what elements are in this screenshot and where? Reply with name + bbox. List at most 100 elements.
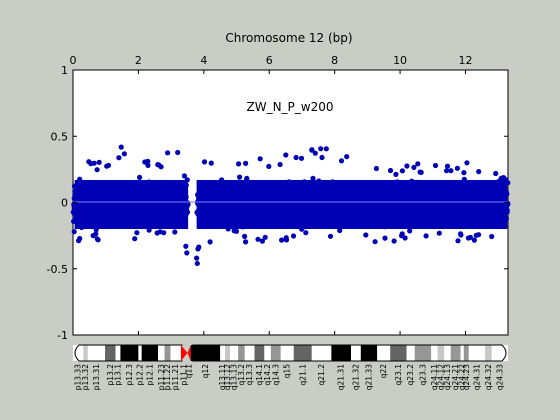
data-point xyxy=(266,163,272,169)
ideogram-band-p12.1 xyxy=(141,345,159,361)
data-point xyxy=(105,162,112,168)
data-point xyxy=(290,233,297,239)
data-point xyxy=(118,144,124,150)
data-point xyxy=(415,161,421,167)
ideogram-q-arm-outline xyxy=(192,344,507,362)
data-point xyxy=(363,232,369,238)
data-point xyxy=(181,173,187,179)
band-label: p11.21 xyxy=(171,364,180,390)
data-point xyxy=(432,162,439,169)
data-point xyxy=(255,236,261,242)
data-point xyxy=(338,158,345,164)
ideogram-band-q13.12 xyxy=(225,345,230,361)
ideogram-band-q11 xyxy=(187,345,191,361)
data-point xyxy=(237,174,243,180)
ideogram-band-q14.2 xyxy=(264,345,271,361)
ideogram-band-p13.33 xyxy=(73,345,84,361)
data-point xyxy=(76,238,82,244)
data-point xyxy=(96,159,102,165)
data-point xyxy=(461,170,467,176)
ideogram-band-p13.1 xyxy=(115,345,121,361)
data-point xyxy=(312,150,318,156)
data-point xyxy=(194,260,200,267)
data-point xyxy=(303,230,309,236)
data-point xyxy=(293,154,299,161)
y-tick-label: -0.5 xyxy=(47,263,68,276)
data-point xyxy=(172,229,178,235)
data-point xyxy=(493,170,499,177)
band-label: q15 xyxy=(283,364,292,379)
ideogram-band-q13.13 xyxy=(229,345,239,361)
ideogram-band-q21.32 xyxy=(351,345,361,361)
data-point xyxy=(399,168,405,174)
data-point xyxy=(436,230,442,236)
ideogram-band-p12.3 xyxy=(120,345,139,361)
band-label: q24.31 xyxy=(472,364,481,390)
data-point xyxy=(318,146,324,152)
sample-annotation: ZW_N_P_w200 xyxy=(246,100,333,114)
band-label: q21.31 xyxy=(337,364,346,390)
data-point xyxy=(233,228,240,234)
data-point xyxy=(142,159,148,165)
data-point xyxy=(145,162,151,168)
band-label: q23.3 xyxy=(419,364,428,386)
band-label: q14.3 xyxy=(271,364,280,386)
data-point xyxy=(132,236,138,242)
band-label: q21.33 xyxy=(365,364,374,390)
data-point xyxy=(91,160,97,166)
band-label: p13.33 xyxy=(74,364,83,390)
ideogram-band-q13.11 xyxy=(220,345,226,361)
ideogram-band-q13.3 xyxy=(244,345,255,361)
band-label: q13.2 xyxy=(237,364,246,386)
data-point xyxy=(194,255,200,261)
data-point xyxy=(444,163,451,169)
band-label: q24.32 xyxy=(484,364,493,390)
band-label: p11.22 xyxy=(163,364,172,390)
ideogram-band-q12 xyxy=(190,345,221,361)
band-label: q13.13 xyxy=(230,364,239,390)
data-point xyxy=(259,238,265,244)
data-point xyxy=(154,230,160,236)
x-tick-label: 10 xyxy=(393,54,407,67)
data-point xyxy=(309,147,315,153)
data-point xyxy=(407,228,413,234)
data-point xyxy=(387,167,394,174)
ideogram-band-p11.22 xyxy=(164,345,171,361)
data-point xyxy=(283,152,289,158)
band-label: q12 xyxy=(201,364,210,379)
data-point xyxy=(323,146,329,152)
data-point xyxy=(454,165,460,171)
y-tick-label: 0 xyxy=(61,197,68,210)
ideogram-band-q24.12 xyxy=(437,345,445,361)
ideogram-band-q21.2 xyxy=(311,345,332,361)
data-point xyxy=(373,165,379,172)
band-label: p13.31 xyxy=(92,364,101,390)
ideogram-band-p12.2 xyxy=(138,345,142,361)
ideogram-band-p13.31 xyxy=(87,345,106,361)
data-point xyxy=(448,168,454,174)
data-point xyxy=(283,237,290,243)
data-point xyxy=(134,230,140,236)
ideogram-band-q24.11 xyxy=(431,345,438,361)
x-tick-label: 6 xyxy=(266,54,273,67)
ideogram-band-q21.1 xyxy=(293,345,312,361)
band-label: q24.23 xyxy=(462,364,471,390)
data-point xyxy=(94,236,100,242)
data-point xyxy=(183,243,189,249)
data-point xyxy=(464,160,470,166)
data-point xyxy=(137,174,143,180)
data-point xyxy=(404,163,410,169)
band-label: q24.33 xyxy=(495,364,504,390)
ideogram-band-p11.23 xyxy=(158,345,165,361)
band-label: q21.1 xyxy=(298,364,307,386)
data-point xyxy=(277,161,283,168)
data-point xyxy=(71,229,77,235)
data-point xyxy=(201,159,208,165)
data-point xyxy=(444,168,450,174)
data-point xyxy=(121,151,127,157)
data-point xyxy=(411,164,417,170)
band-label: q21.32 xyxy=(351,364,360,390)
